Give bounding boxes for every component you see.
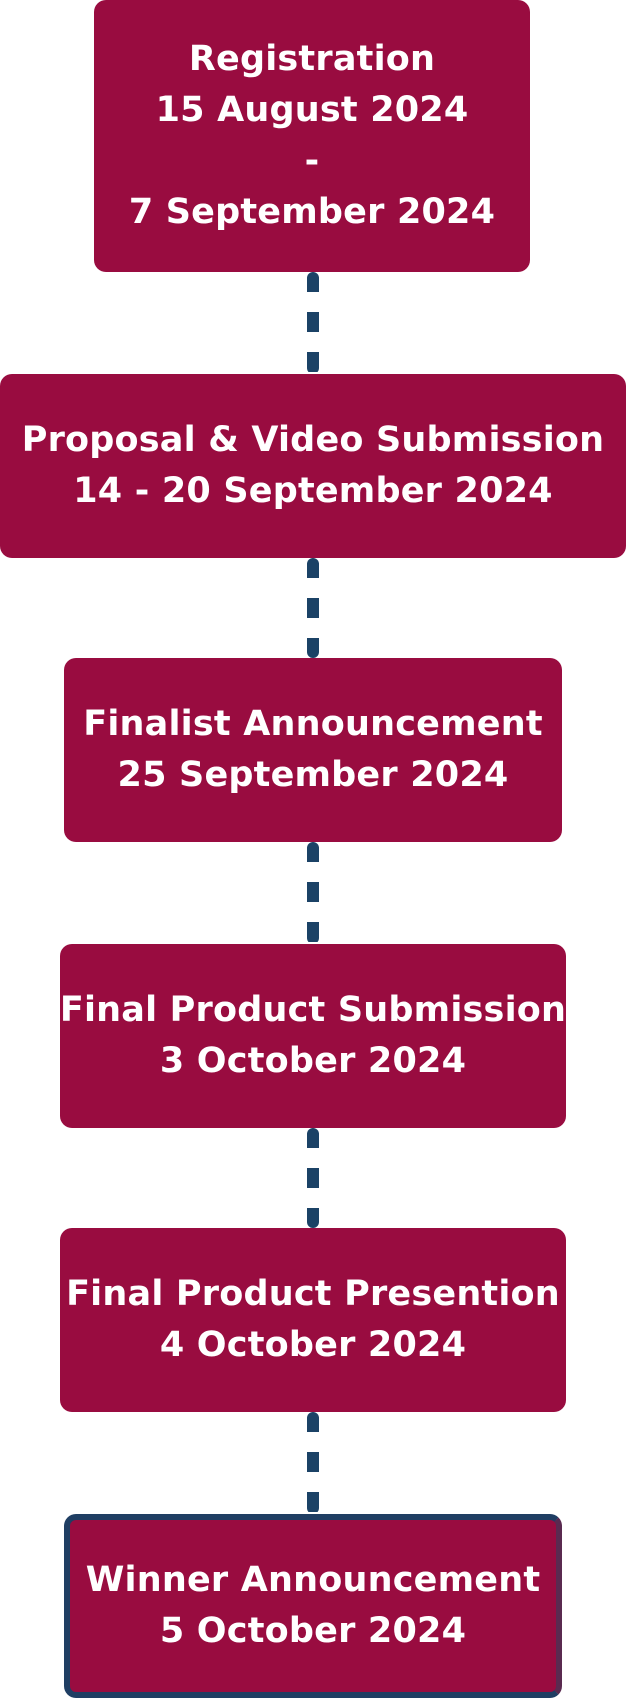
timeline-connector: [307, 842, 319, 944]
timeline-step-winner-announcement: Winner Announcement 5 October 2024: [64, 1514, 562, 1698]
step-date: 25 September 2024: [117, 755, 509, 795]
step-title: Registration: [188, 39, 436, 79]
timeline-connector: [307, 1128, 319, 1228]
timeline-connector: [307, 272, 319, 374]
timeline-step-final-product-submission: Final Product Submission 3 October 2024: [60, 944, 566, 1128]
step-date-start: 15 August 2024: [155, 90, 469, 130]
step-date: 14 - 20 September 2024: [73, 471, 553, 511]
step-title: Proposal & Video Submission: [21, 420, 605, 460]
timeline-step-finalist-announcement: Finalist Announcement 25 September 2024: [64, 658, 562, 842]
timeline-step-final-product-presentation: Final Product Presention 4 October 2024: [60, 1228, 566, 1412]
step-title: Final Product Submission: [59, 990, 567, 1030]
timeline-connector: [307, 558, 319, 658]
step-date-end: 7 September 2024: [128, 192, 496, 232]
timeline-connector: [307, 1412, 319, 1514]
step-title: Finalist Announcement: [83, 704, 543, 744]
step-date: 3 October 2024: [159, 1041, 467, 1081]
step-title: Winner Announcement: [85, 1560, 541, 1600]
step-date: 5 October 2024: [159, 1611, 467, 1651]
step-date-separator: -: [304, 141, 320, 181]
timeline-step-proposal-submission: Proposal & Video Submission 14 - 20 Sept…: [0, 374, 626, 558]
step-date: 4 October 2024: [159, 1325, 467, 1365]
timeline-step-registration: Registration 15 August 2024 - 7 Septembe…: [94, 0, 530, 272]
step-title: Final Product Presention: [66, 1274, 560, 1314]
